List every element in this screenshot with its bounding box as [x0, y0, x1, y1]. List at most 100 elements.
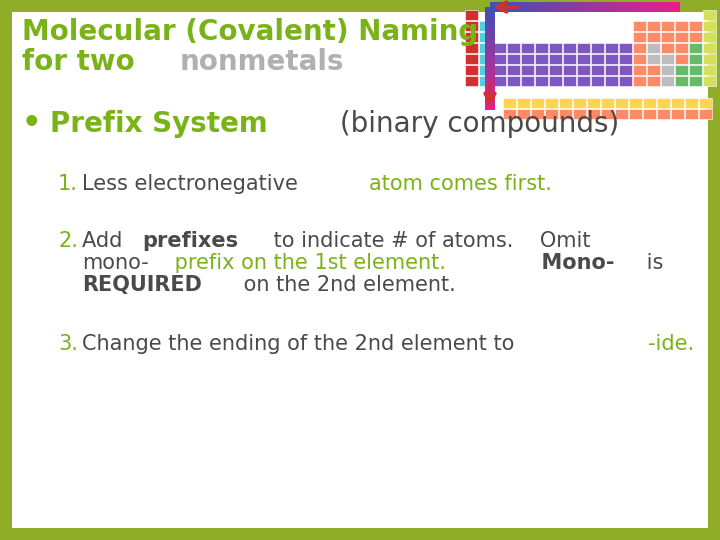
- Bar: [675, 21, 688, 31]
- Bar: [465, 10, 478, 20]
- Bar: [507, 54, 520, 64]
- Bar: [703, 21, 716, 31]
- Bar: [535, 54, 548, 64]
- Bar: [689, 76, 702, 86]
- Bar: [517, 98, 530, 108]
- Text: Prefix System: Prefix System: [50, 110, 268, 138]
- Bar: [479, 65, 492, 75]
- Bar: [493, 65, 506, 75]
- Text: -ide.: -ide.: [649, 334, 695, 354]
- Text: 3.: 3.: [58, 334, 78, 354]
- Bar: [563, 43, 576, 53]
- Bar: [507, 65, 520, 75]
- FancyBboxPatch shape: [12, 12, 708, 528]
- Bar: [531, 98, 544, 108]
- Text: (binary compounds): (binary compounds): [331, 110, 619, 138]
- Bar: [647, 43, 660, 53]
- Bar: [559, 98, 572, 108]
- Bar: [675, 54, 688, 64]
- Bar: [661, 43, 674, 53]
- Bar: [671, 98, 684, 108]
- Bar: [591, 54, 604, 64]
- Bar: [703, 54, 716, 64]
- Text: Molecular (Covalent) Naming: Molecular (Covalent) Naming: [22, 18, 478, 46]
- Bar: [521, 54, 534, 64]
- Bar: [643, 98, 656, 108]
- Bar: [703, 10, 716, 20]
- Bar: [545, 98, 558, 108]
- Bar: [703, 43, 716, 53]
- Bar: [633, 43, 646, 53]
- Bar: [465, 32, 478, 42]
- Bar: [675, 65, 688, 75]
- Bar: [535, 43, 548, 53]
- Bar: [619, 76, 632, 86]
- Bar: [465, 43, 478, 53]
- Bar: [633, 65, 646, 75]
- Bar: [503, 98, 516, 108]
- Bar: [671, 109, 684, 119]
- Bar: [521, 43, 534, 53]
- Text: REQUIRED: REQUIRED: [82, 275, 202, 295]
- Bar: [699, 98, 712, 108]
- Bar: [689, 65, 702, 75]
- Bar: [689, 43, 702, 53]
- Bar: [559, 109, 572, 119]
- Bar: [531, 109, 544, 119]
- Bar: [549, 65, 562, 75]
- Bar: [661, 65, 674, 75]
- Bar: [703, 76, 716, 86]
- Bar: [657, 98, 670, 108]
- Bar: [605, 65, 618, 75]
- Text: 1.: 1.: [58, 174, 78, 194]
- Text: for two: for two: [22, 48, 144, 76]
- Text: mono-: mono-: [82, 253, 149, 273]
- Bar: [563, 54, 576, 64]
- Bar: [633, 54, 646, 64]
- Bar: [493, 76, 506, 86]
- Bar: [577, 43, 590, 53]
- Bar: [549, 43, 562, 53]
- Bar: [587, 109, 600, 119]
- Bar: [615, 98, 628, 108]
- Bar: [535, 65, 548, 75]
- Text: •: •: [22, 109, 42, 138]
- Bar: [703, 32, 716, 42]
- Text: Mono-: Mono-: [526, 253, 614, 273]
- Bar: [591, 65, 604, 75]
- Bar: [573, 98, 586, 108]
- Bar: [479, 76, 492, 86]
- Bar: [577, 76, 590, 86]
- Bar: [633, 21, 646, 31]
- Bar: [517, 109, 530, 119]
- Bar: [661, 76, 674, 86]
- Bar: [503, 109, 516, 119]
- Bar: [465, 76, 478, 86]
- Bar: [521, 76, 534, 86]
- Bar: [643, 109, 656, 119]
- Bar: [591, 43, 604, 53]
- Bar: [647, 65, 660, 75]
- Bar: [573, 109, 586, 119]
- Bar: [507, 76, 520, 86]
- Bar: [685, 109, 698, 119]
- Text: atom comes first.: atom comes first.: [369, 174, 552, 194]
- Text: Add: Add: [82, 231, 129, 251]
- Bar: [587, 98, 600, 108]
- Bar: [545, 109, 558, 119]
- Text: Change the ending of the 2nd element to: Change the ending of the 2nd element to: [82, 334, 521, 354]
- Bar: [479, 43, 492, 53]
- Text: prefix on the 1st element.: prefix on the 1st element.: [168, 253, 446, 273]
- Bar: [633, 32, 646, 42]
- Bar: [563, 76, 576, 86]
- Bar: [493, 54, 506, 64]
- Text: Less electronegative: Less electronegative: [82, 174, 305, 194]
- Text: is: is: [639, 253, 663, 273]
- Bar: [685, 98, 698, 108]
- Bar: [577, 54, 590, 64]
- Bar: [465, 65, 478, 75]
- Bar: [699, 109, 712, 119]
- Bar: [605, 76, 618, 86]
- Bar: [689, 54, 702, 64]
- Text: prefixes: prefixes: [143, 231, 239, 251]
